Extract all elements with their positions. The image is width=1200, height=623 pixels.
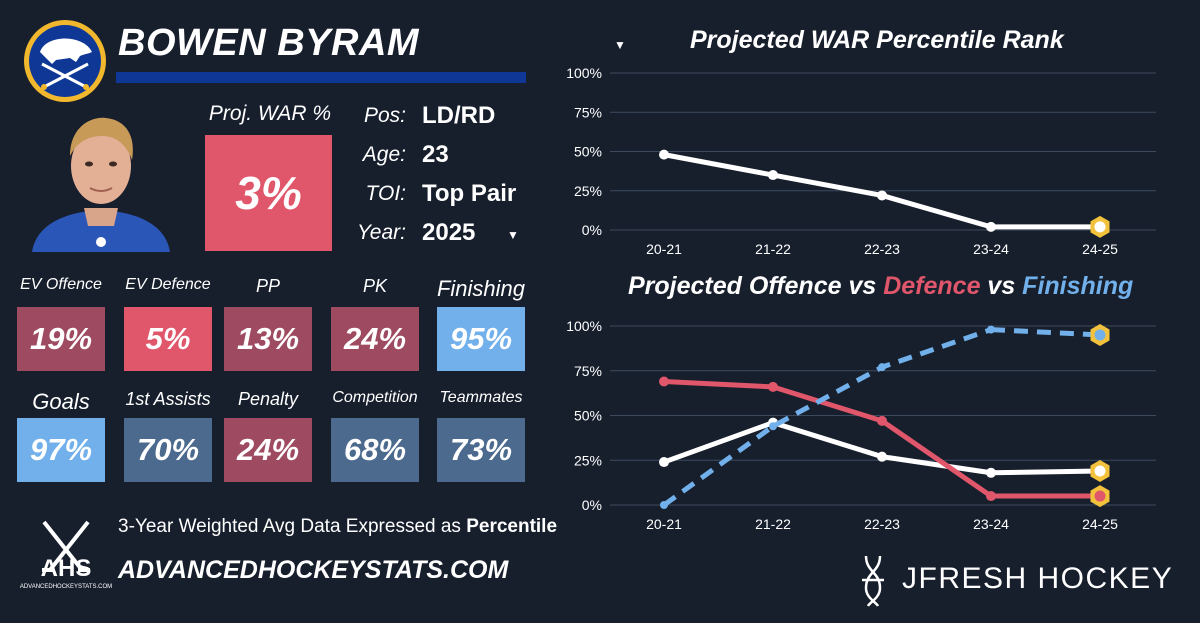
y-tick-label: 75% bbox=[574, 363, 602, 379]
age-label: Age: bbox=[362, 143, 406, 166]
proj-war-value: 3% bbox=[205, 135, 332, 251]
y-tick-label: 75% bbox=[574, 104, 602, 120]
metric-label: EV Offence bbox=[20, 276, 102, 293]
data-point bbox=[877, 190, 887, 201]
team-logo-icon bbox=[24, 20, 106, 102]
y-tick-label: 25% bbox=[574, 183, 602, 199]
year-chevron-down-icon[interactable]: ▼ bbox=[507, 228, 519, 242]
ovd-title-part-1: Projected Offence vs bbox=[628, 272, 884, 300]
projection-segment bbox=[990, 327, 1101, 338]
player-headshot-icon bbox=[22, 104, 180, 252]
footnote-bold: Percentile bbox=[466, 516, 558, 537]
data-point bbox=[659, 376, 669, 387]
data-point bbox=[1094, 329, 1106, 341]
metric-value: 97% bbox=[17, 418, 105, 482]
ovd-title-finishing: Finishing bbox=[1022, 272, 1134, 300]
y-tick-label: 100% bbox=[566, 318, 602, 334]
metric-label: PP bbox=[255, 276, 280, 296]
metric-value: 95% bbox=[437, 307, 525, 371]
data-point bbox=[986, 221, 996, 232]
series-line bbox=[663, 420, 992, 476]
x-tick-label: 21-22 bbox=[755, 241, 791, 257]
x-tick-label: 24-25 bbox=[1082, 241, 1118, 257]
y-tick-label: 50% bbox=[574, 408, 602, 424]
series-line bbox=[662, 327, 992, 508]
metric-value: 73% bbox=[437, 418, 525, 482]
ovd-chart-title: Projected Offence vs Defence vs Finishin… bbox=[628, 272, 1133, 301]
site-link[interactable]: ADVANCEDHOCKEYSTATS.COM bbox=[118, 556, 509, 584]
x-tick-label: 23-24 bbox=[973, 516, 1009, 530]
data-point bbox=[768, 381, 778, 392]
x-tick-label: 21-22 bbox=[755, 516, 791, 530]
ovd-title-part-3: vs bbox=[980, 272, 1023, 300]
metric-value: 24% bbox=[224, 418, 312, 482]
data-point bbox=[987, 325, 995, 334]
metric-label: Penalty bbox=[237, 389, 299, 409]
metric-label: PK bbox=[362, 276, 387, 296]
metric-label: Goals bbox=[32, 389, 90, 414]
footnote-text: 3-Year Weighted Avg Data Expressed as bbox=[118, 516, 467, 537]
y-tick-label: 50% bbox=[574, 144, 602, 160]
metric-value: 24% bbox=[331, 307, 419, 371]
metric-value: 19% bbox=[17, 307, 105, 371]
series-line bbox=[663, 152, 992, 230]
y-tick-label: 100% bbox=[566, 65, 602, 81]
data-point bbox=[878, 363, 886, 372]
ahs-small-text: ADVANCEDHOCKEYSTATS.COM bbox=[19, 584, 113, 590]
toi-label: TOI: bbox=[365, 182, 406, 205]
metric-value: 5% bbox=[124, 307, 212, 371]
data-point bbox=[659, 149, 669, 160]
data-point bbox=[986, 467, 996, 478]
x-tick-label: 24-25 bbox=[1082, 516, 1118, 530]
ahs-logo-text: AHS bbox=[41, 555, 92, 582]
x-tick-label: 20-21 bbox=[646, 516, 682, 530]
war-percentile-chart: 0% 25% 50% 75% 100% 20-21 21-22 22-23 23-24 24-25 bbox=[566, 65, 1156, 257]
position-value: LD/RD bbox=[422, 102, 496, 129]
year-label: Year: bbox=[356, 221, 406, 244]
position-label: Pos: bbox=[363, 104, 406, 127]
data-point bbox=[1094, 221, 1106, 233]
toi-value: Top Pair bbox=[422, 180, 517, 207]
y-tick-label: 25% bbox=[574, 452, 602, 468]
projection-segment bbox=[990, 468, 1101, 476]
brand-name: JFRESH HOCKEY bbox=[902, 562, 1174, 595]
jfresh-logo-icon bbox=[862, 555, 884, 607]
ahs-logo-icon: AHS bbox=[41, 520, 92, 582]
y-tick-label: 0% bbox=[582, 222, 602, 238]
year-select[interactable]: 2025 bbox=[422, 219, 476, 246]
player-name: BOWEN BYRAM bbox=[118, 22, 420, 64]
data-point bbox=[769, 422, 777, 431]
ovd-title-defence: Defence bbox=[883, 272, 981, 300]
data-point bbox=[659, 457, 669, 468]
data-point bbox=[660, 501, 668, 509]
y-tick-label: 0% bbox=[582, 497, 602, 513]
name-underline bbox=[116, 72, 526, 83]
data-point bbox=[877, 451, 887, 462]
x-tick-label: 23-24 bbox=[973, 241, 1009, 257]
metric-label: 1st Assists bbox=[125, 389, 211, 409]
data-point bbox=[986, 491, 996, 502]
metric-label: Teammates bbox=[439, 389, 523, 406]
age-value: 23 bbox=[422, 141, 449, 168]
proj-war-label: Proj. WAR % bbox=[208, 102, 332, 125]
chart-menu-chevron-down-icon[interactable]: ▼ bbox=[614, 38, 626, 52]
metric-value: 68% bbox=[331, 418, 419, 482]
data-point bbox=[768, 170, 778, 181]
war-chart-title: Projected WAR Percentile Rank bbox=[690, 26, 1064, 54]
metric-value: 70% bbox=[124, 418, 212, 482]
series-line bbox=[663, 378, 993, 499]
x-tick-label: 22-23 bbox=[864, 241, 900, 257]
metric-label: Competition bbox=[332, 389, 418, 406]
x-tick-label: 22-23 bbox=[864, 516, 900, 530]
metric-label: EV Defence bbox=[125, 276, 211, 293]
footnote: 3-Year Weighted Avg Data Expressed as Pe… bbox=[118, 516, 557, 538]
x-tick-label: 20-21 bbox=[646, 241, 682, 257]
data-point bbox=[877, 415, 887, 426]
data-point bbox=[1094, 490, 1106, 502]
offence-defence-finishing-chart: 0% 25% 50% 75% 100% 20-21 21-22 22-23 23-24 24-25 bbox=[566, 318, 1156, 530]
metric-value: 13% bbox=[224, 307, 312, 371]
data-point bbox=[1094, 465, 1106, 477]
metric-label: Finishing bbox=[436, 276, 526, 301]
